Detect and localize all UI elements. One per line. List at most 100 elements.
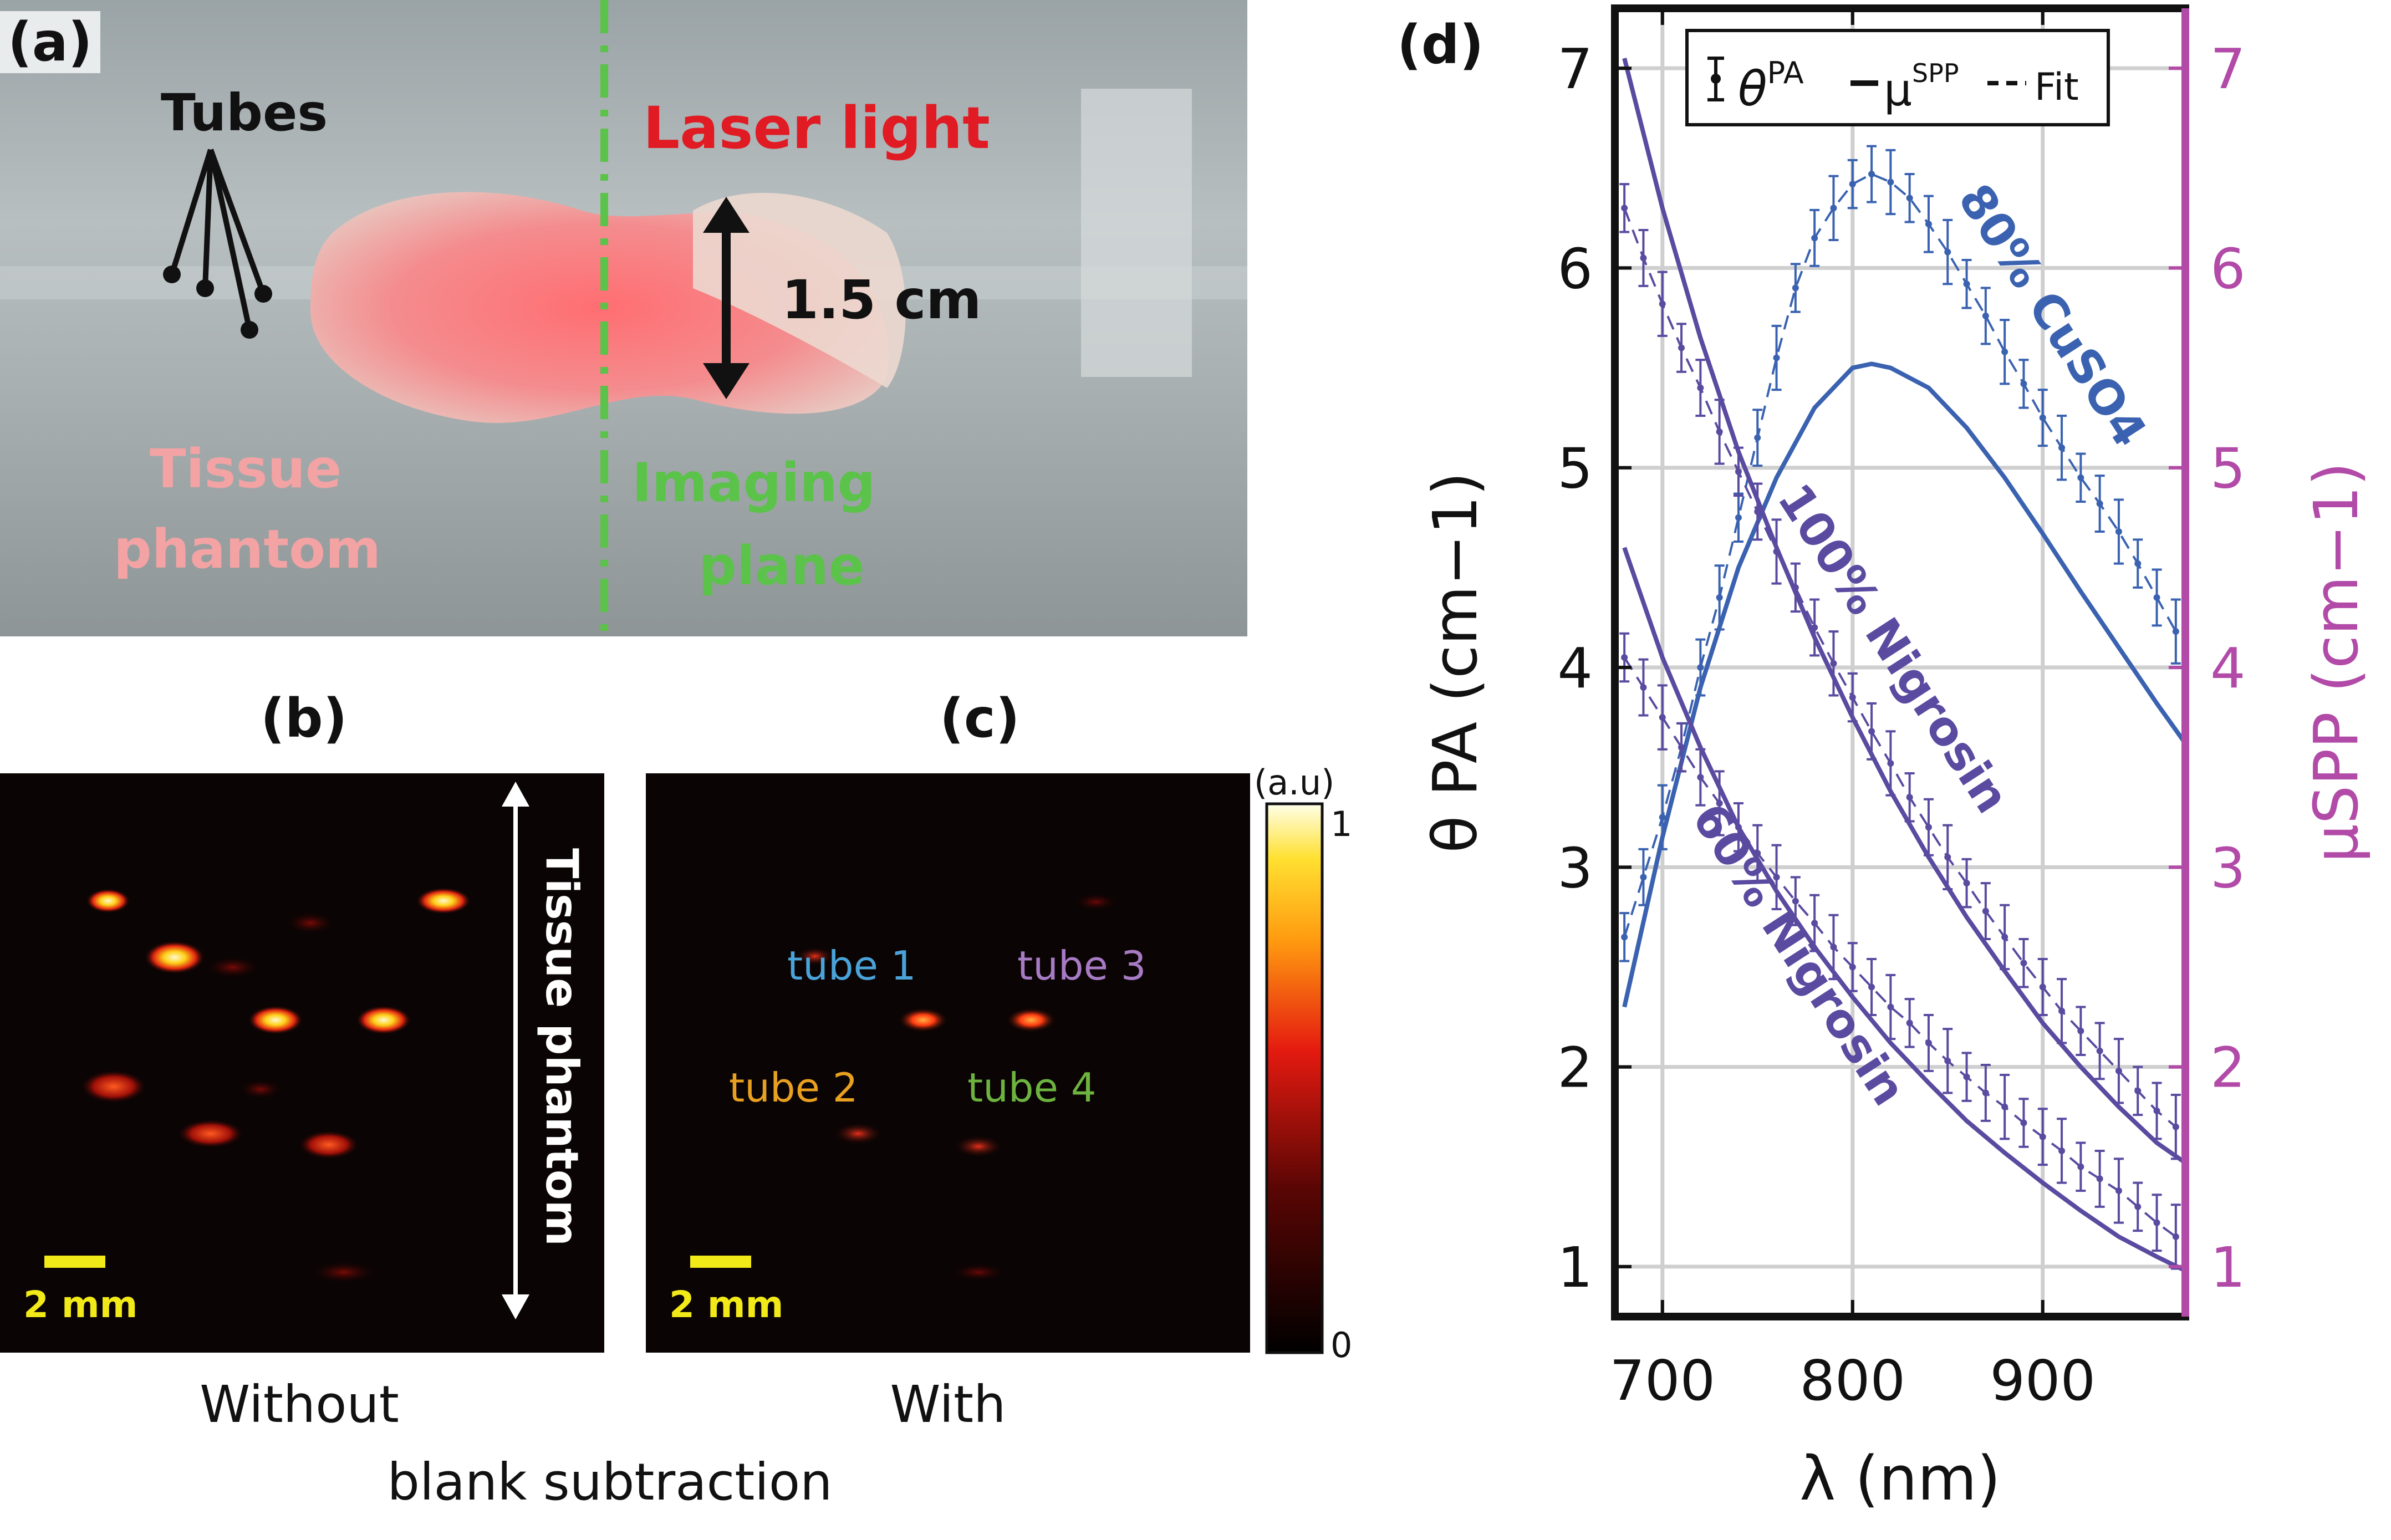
data-point [1716,594,1723,601]
right-axis-title: μSPP (cm−1) [2301,462,2372,863]
data-point [1811,920,1818,927]
left-axis-title: θ PA (cm−1) [1420,472,1491,853]
data-point [2001,1103,2008,1110]
data-point [2134,560,2142,567]
tissue-phantom-vertical-label: Tissue phantom [536,848,588,1247]
data-point [2058,1147,2066,1154]
data-point [1906,794,1913,801]
data-point [1868,171,1875,178]
data-point [2020,960,2027,967]
scale-label-b: 2 mm [23,1283,138,1326]
data-point [1925,1039,1932,1047]
data-point [1944,854,1951,861]
y-tick-label-right: 6 [2210,236,2246,301]
imaging-label-line2: plane [699,535,865,597]
colorbar [1265,802,1324,1354]
mu-spp-line [1622,547,2186,1273]
data-point [1887,179,1894,186]
tissue-pale-region [693,192,906,388]
data-point [2115,528,2122,535]
data-point [1640,684,1647,691]
data-point [1716,800,1723,807]
data-point [2115,1187,2122,1195]
imaging-label-line1: Imaging [632,452,876,514]
y-tick-label-left: 7 [1557,37,1593,101]
caption-without: Without [200,1375,399,1434]
colorbar-unit: (a.u) [1254,762,1335,803]
data-point [1659,714,1666,721]
data-point [1982,907,1989,915]
axis-ticks: 700 800 900 1 1 2 2 3 3 4 4 5 5 6 6 7 7 [1557,8,2246,1413]
scale-label-c: 2 mm [669,1283,784,1326]
data-point [1754,508,1761,515]
data-point [1963,1073,1970,1080]
data-point [2001,934,2008,941]
data-point [2058,1007,2066,1014]
scalebar-c [690,1256,751,1268]
legend-errorbar-icon [1707,57,1724,101]
data-point [1906,1019,1913,1027]
legend-box [1685,29,2110,126]
data-point [1754,434,1761,441]
scalebar-b [44,1256,105,1268]
data-point [1963,880,1970,887]
data-point [1735,514,1742,521]
distance-label: 1.5 cm [782,269,982,331]
data-point [1849,694,1856,701]
data-point [1830,205,1837,212]
caption-with: With [890,1375,1006,1434]
data-point [1621,654,1628,661]
data-point [1868,983,1875,991]
mu-spp-line [1622,58,2187,1165]
colorbar-max: 1 [1330,804,1353,844]
data-point [1621,205,1628,212]
data-point [1697,664,1704,671]
data-point [2134,1203,2142,1210]
legend-fit-label: Fit [2035,65,2079,109]
data-point [1944,1057,1951,1064]
data-point [1659,814,1666,821]
y-tick-label-left: 5 [1557,436,1593,501]
data-point [2077,1027,2084,1034]
data-point [1773,354,1780,361]
data-point [1849,963,1856,971]
y-tick-label-right: 7 [2210,37,2246,101]
tube-markers [163,266,272,339]
phantom-photo: Tubes Laser light 1.5 cm Tissue phantom … [0,0,1247,636]
y-tick-label-right: 4 [2210,636,2246,701]
panel-b-label: (b) [261,687,348,749]
y-tick-label-left: 4 [1557,636,1593,701]
tissue-label-line1: Tissue [150,438,342,500]
data-point [1792,284,1799,292]
data-point [1963,281,1970,288]
tube-pointers [169,149,266,331]
tube-3-label: tube 3 [1017,942,1146,989]
data-point [2077,474,2084,481]
fit-line [1623,172,2177,938]
data-point [1678,344,1685,351]
data-point [2153,1219,2160,1226]
data-point [1659,300,1666,308]
x-tick-label: 700 [1609,1348,1715,1413]
data-point [2058,444,2066,451]
data-point [1944,248,1951,256]
tube-1-label: tube 1 [787,942,916,989]
data-point [1982,312,1989,319]
data-point [2096,1175,2103,1182]
y-tick-label-right: 3 [2210,835,2246,900]
y-tick-label-right: 2 [2210,1036,2246,1100]
tube-4-label: tube 4 [967,1064,1097,1111]
data-point [2039,414,2046,421]
data-point [1716,428,1723,435]
laser-light-label: Laser light [643,94,990,162]
panel-a-label: (a) [0,11,100,73]
data-point [2134,1087,2142,1094]
data-point [2077,1163,2084,1170]
image-without-subtraction: 2 mm Tissue phantom [0,773,604,1353]
data-point [1849,181,1856,188]
data-point [1678,744,1685,751]
data-point [2096,500,2103,507]
fit-line [1623,207,2177,1128]
data-point [1830,660,1837,667]
image-with-subtraction: tube 1 tube 2 tube 3 tube 4 2 mm [646,773,1250,1353]
